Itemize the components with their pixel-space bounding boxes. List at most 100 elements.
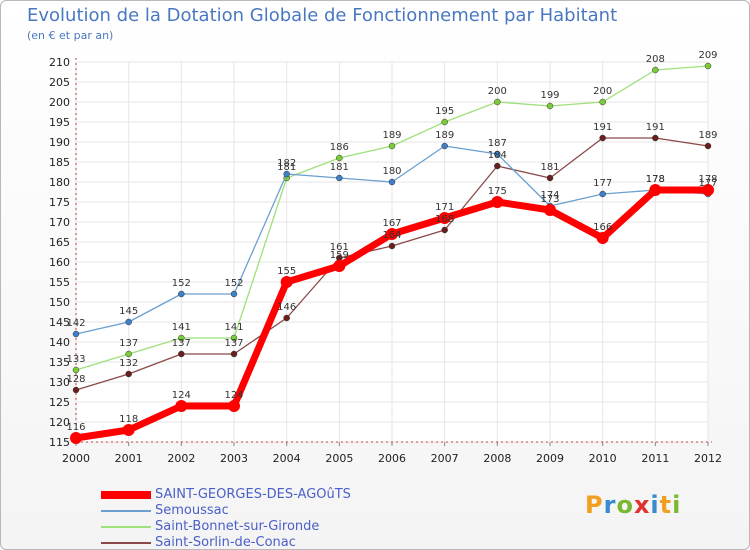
logo-letter: t bbox=[659, 491, 673, 519]
data-point bbox=[280, 276, 293, 288]
grid bbox=[75, 61, 709, 443]
data-label: 137 bbox=[224, 338, 243, 349]
data-label: 142 bbox=[66, 318, 85, 329]
data-point bbox=[441, 118, 448, 126]
legend-swatch bbox=[101, 491, 151, 499]
data-label: 184 bbox=[488, 150, 507, 161]
data-label: 187 bbox=[488, 138, 507, 149]
data-label: 141 bbox=[224, 322, 243, 333]
data-point bbox=[438, 212, 451, 224]
data-label: 146 bbox=[277, 302, 296, 313]
data-label: 175 bbox=[488, 186, 507, 197]
data-point bbox=[599, 98, 606, 106]
y-tick-label: 175 bbox=[49, 196, 70, 209]
data-point bbox=[175, 400, 188, 412]
x-tick-label: 2001 bbox=[115, 452, 143, 465]
y-tick-label: 115 bbox=[49, 436, 70, 449]
data-point bbox=[704, 142, 712, 150]
data-point bbox=[125, 350, 132, 358]
data-point bbox=[546, 174, 554, 182]
data-label: 155 bbox=[277, 266, 296, 277]
y-tick-label: 125 bbox=[49, 396, 70, 409]
logo-letter: P bbox=[585, 491, 604, 519]
x-tick-label: 2005 bbox=[325, 452, 353, 465]
data-point bbox=[178, 350, 185, 358]
chart-title: Evolution de la Dotation Globale de Fonc… bbox=[27, 5, 618, 26]
y-tick-label: 135 bbox=[49, 356, 70, 369]
y-tick-label: 185 bbox=[49, 156, 70, 169]
y-tick-label: 190 bbox=[49, 136, 70, 149]
data-point bbox=[178, 290, 185, 298]
legend-label: Semoussac bbox=[155, 503, 229, 518]
data-label: 145 bbox=[119, 306, 138, 317]
legend-label: Saint-Sorlin-de-Conac bbox=[155, 535, 296, 550]
data-point bbox=[599, 134, 606, 142]
axes: 115 120 125 130 135 140 145 150 155 160 165 170 175 1… bbox=[49, 56, 722, 465]
data-point bbox=[702, 184, 714, 196]
logo-letter: x bbox=[633, 491, 651, 519]
y-tick-label: 150 bbox=[49, 296, 70, 309]
data-label: 199 bbox=[540, 90, 559, 101]
data-label: 181 bbox=[540, 162, 559, 173]
data-label: 191 bbox=[646, 122, 665, 133]
logo-letter: o bbox=[616, 491, 634, 519]
data-label: 195 bbox=[435, 106, 454, 117]
data-label: 174 bbox=[540, 190, 559, 201]
data-label: 152 bbox=[172, 278, 191, 289]
data-point bbox=[72, 366, 80, 374]
logo-letter: r bbox=[603, 491, 617, 519]
data-label: 133 bbox=[66, 354, 85, 365]
data-label: 164 bbox=[382, 230, 401, 241]
data-point bbox=[494, 98, 501, 106]
x-tick-label: 2003 bbox=[220, 452, 248, 465]
x-tick-label: 2009 bbox=[536, 452, 564, 465]
legend-swatch bbox=[101, 510, 151, 512]
x-tick-label: 2010 bbox=[589, 452, 617, 465]
y-tick-label: 165 bbox=[49, 236, 70, 249]
data-label: 141 bbox=[172, 322, 191, 333]
data-point bbox=[441, 226, 448, 234]
x-tick-label: 2006 bbox=[378, 452, 406, 465]
data-label: 116 bbox=[66, 422, 85, 433]
data-label: 189 bbox=[698, 130, 717, 141]
data-point bbox=[178, 334, 185, 342]
data-point bbox=[125, 318, 132, 326]
data-label: 173 bbox=[540, 194, 559, 205]
data-label: 200 bbox=[593, 86, 612, 97]
data-point bbox=[388, 178, 396, 186]
data-point bbox=[336, 154, 343, 162]
data-point bbox=[652, 134, 659, 142]
data-label: 208 bbox=[646, 54, 665, 65]
data-label: 200 bbox=[488, 86, 507, 97]
legend-swatch bbox=[101, 542, 151, 544]
y-tick-label: 155 bbox=[49, 276, 70, 289]
data-label: 178 bbox=[646, 174, 665, 185]
y-tick-label: 210 bbox=[49, 56, 70, 69]
data-point bbox=[336, 174, 343, 182]
data-label: 152 bbox=[224, 278, 243, 289]
y-tick-label: 140 bbox=[49, 336, 70, 349]
logo-letter: i bbox=[672, 491, 682, 519]
data-label: 128 bbox=[66, 374, 85, 385]
data-label: 124 bbox=[172, 390, 191, 401]
legend-swatch bbox=[101, 526, 151, 528]
y-tick-label: 145 bbox=[49, 316, 70, 329]
x-tick-label: 2011 bbox=[641, 452, 669, 465]
logo-letter: i bbox=[650, 491, 660, 519]
y-tick-label: 205 bbox=[49, 76, 70, 89]
data-point bbox=[230, 350, 238, 358]
data-label: 124 bbox=[224, 390, 243, 401]
y-tick-label: 200 bbox=[49, 96, 70, 109]
y-tick-label: 170 bbox=[49, 216, 70, 229]
data-label: 137 bbox=[119, 338, 138, 349]
data-label: 186 bbox=[330, 142, 349, 153]
data-label: 159 bbox=[330, 250, 349, 261]
data-label: 178 bbox=[646, 174, 665, 185]
x-tick-label: 2002 bbox=[167, 452, 195, 465]
data-label: 171 bbox=[435, 202, 454, 213]
data-label: 189 bbox=[382, 130, 401, 141]
data-point bbox=[230, 290, 238, 298]
